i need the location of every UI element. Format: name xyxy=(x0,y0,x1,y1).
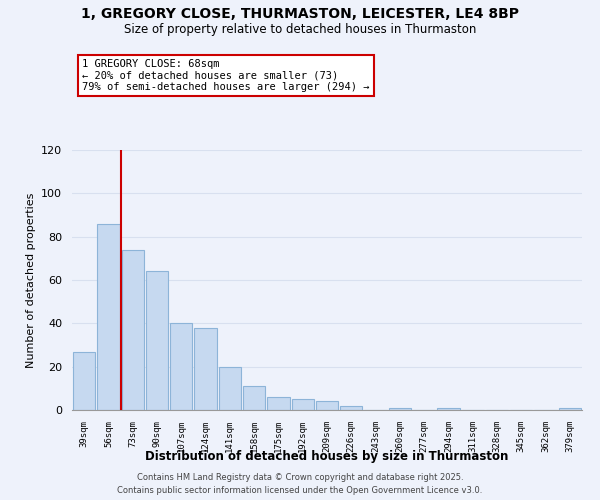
Bar xyxy=(218,366,241,410)
Bar xyxy=(389,408,411,410)
Text: Size of property relative to detached houses in Thurmaston: Size of property relative to detached ho… xyxy=(124,22,476,36)
Bar xyxy=(316,402,338,410)
Text: 1, GREGORY CLOSE, THURMASTON, LEICESTER, LE4 8BP: 1, GREGORY CLOSE, THURMASTON, LEICESTER,… xyxy=(81,8,519,22)
Bar xyxy=(146,272,168,410)
Bar xyxy=(122,250,144,410)
Text: 1 GREGORY CLOSE: 68sqm
← 20% of detached houses are smaller (73)
79% of semi-det: 1 GREGORY CLOSE: 68sqm ← 20% of detached… xyxy=(82,59,370,92)
Bar xyxy=(243,386,265,410)
Bar xyxy=(73,352,95,410)
Bar xyxy=(559,408,581,410)
Bar xyxy=(292,399,314,410)
Bar xyxy=(437,408,460,410)
Bar xyxy=(170,324,193,410)
Text: Contains HM Land Registry data © Crown copyright and database right 2025.
Contai: Contains HM Land Registry data © Crown c… xyxy=(118,474,482,495)
Bar xyxy=(267,397,290,410)
Text: Distribution of detached houses by size in Thurmaston: Distribution of detached houses by size … xyxy=(145,450,509,463)
Bar xyxy=(194,328,217,410)
Bar xyxy=(340,406,362,410)
Y-axis label: Number of detached properties: Number of detached properties xyxy=(26,192,35,368)
Bar xyxy=(97,224,119,410)
